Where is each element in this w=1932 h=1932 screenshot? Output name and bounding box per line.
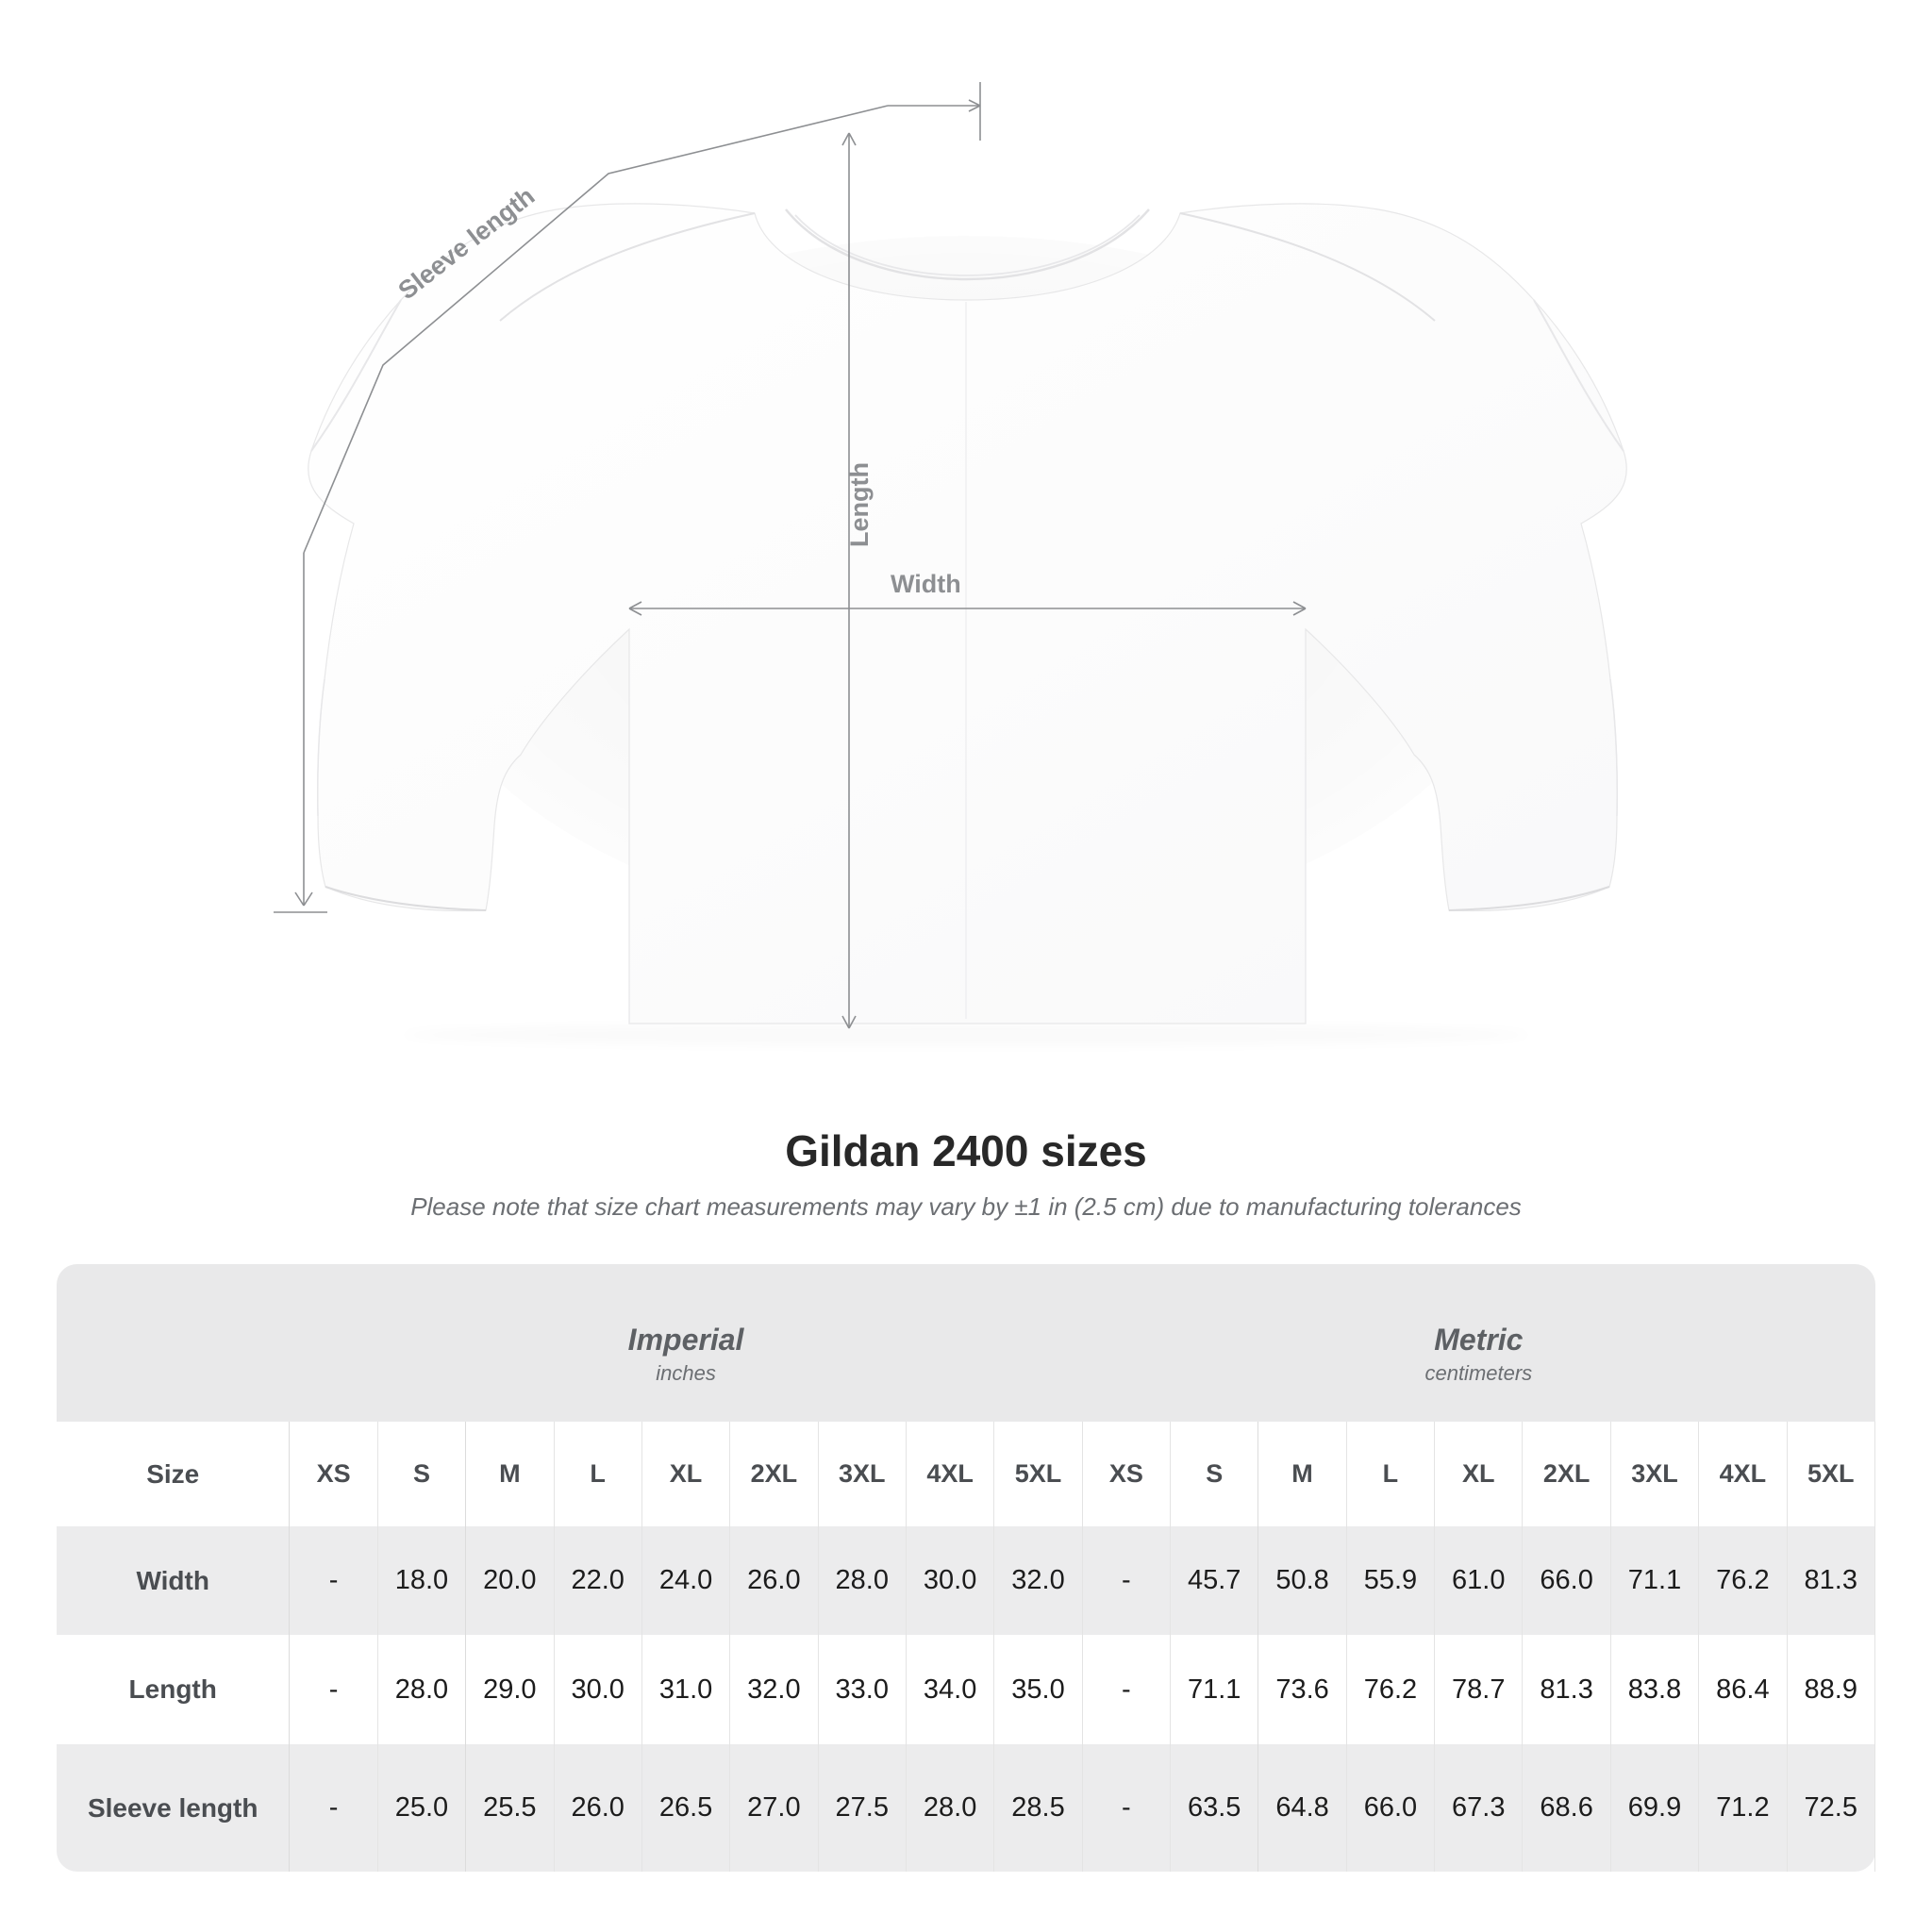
svg-text:Width: Width bbox=[891, 570, 961, 598]
svg-text:Length: Length bbox=[845, 462, 874, 547]
svg-text:Sleeve length: Sleeve length bbox=[393, 182, 541, 306]
